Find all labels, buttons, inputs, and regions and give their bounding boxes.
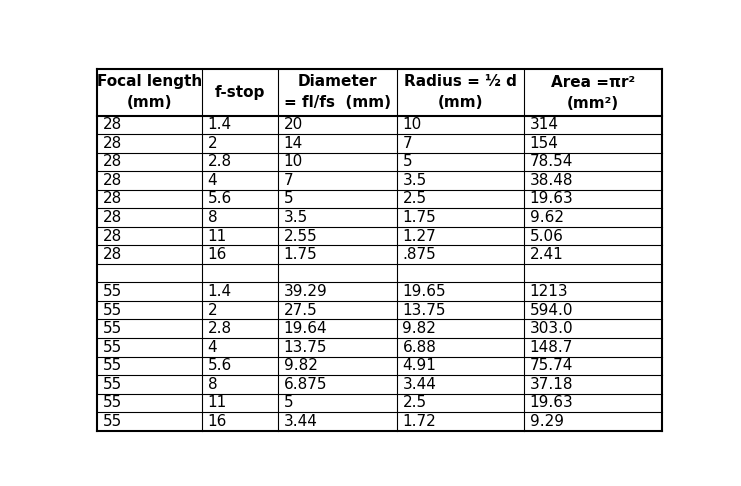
Text: 2.5: 2.5 xyxy=(402,191,427,207)
Text: 5: 5 xyxy=(402,155,412,170)
Text: 28: 28 xyxy=(103,247,122,262)
Text: 14: 14 xyxy=(284,136,303,151)
Text: 11: 11 xyxy=(207,228,227,243)
Text: 8: 8 xyxy=(207,377,217,392)
Text: 8: 8 xyxy=(207,210,217,225)
Text: 5.6: 5.6 xyxy=(207,358,232,373)
Text: 55: 55 xyxy=(103,340,122,355)
Text: 19.65: 19.65 xyxy=(402,284,446,299)
Text: 39.29: 39.29 xyxy=(284,284,328,299)
Text: 19.63: 19.63 xyxy=(530,191,574,207)
Text: 1213: 1213 xyxy=(530,284,568,299)
Text: 55: 55 xyxy=(103,396,122,410)
Text: 3.5: 3.5 xyxy=(402,173,427,188)
Text: 5.06: 5.06 xyxy=(530,228,563,243)
Text: 2.8: 2.8 xyxy=(207,321,232,336)
Text: 55: 55 xyxy=(103,377,122,392)
Text: 2: 2 xyxy=(207,136,217,151)
Text: Radius = ½ d
(mm): Radius = ½ d (mm) xyxy=(404,74,516,110)
Text: 2.41: 2.41 xyxy=(530,247,563,262)
Text: 11: 11 xyxy=(207,396,227,410)
Text: 2.5: 2.5 xyxy=(402,396,427,410)
Text: 1.4: 1.4 xyxy=(207,117,232,132)
Text: 154: 154 xyxy=(530,136,559,151)
Text: 13.75: 13.75 xyxy=(402,303,446,318)
Text: 1.75: 1.75 xyxy=(284,247,318,262)
Text: 9.82: 9.82 xyxy=(402,321,436,336)
Text: (mm²): (mm²) xyxy=(567,96,619,111)
Text: 1.72: 1.72 xyxy=(402,414,436,429)
Text: Area =πr²: Area =πr² xyxy=(551,75,635,90)
Text: 10: 10 xyxy=(284,155,303,170)
Text: f-stop: f-stop xyxy=(215,85,265,100)
Text: 1.4: 1.4 xyxy=(207,284,232,299)
Text: 16: 16 xyxy=(207,414,227,429)
Text: 19.63: 19.63 xyxy=(530,396,574,410)
Text: 6.88: 6.88 xyxy=(402,340,436,355)
Text: 55: 55 xyxy=(103,414,122,429)
Text: 5.6: 5.6 xyxy=(207,191,232,207)
Text: 37.18: 37.18 xyxy=(530,377,573,392)
Text: 75.74: 75.74 xyxy=(530,358,573,373)
Text: 2: 2 xyxy=(207,303,217,318)
Text: 4.91: 4.91 xyxy=(402,358,436,373)
Text: 4: 4 xyxy=(207,340,217,355)
Text: 19.64: 19.64 xyxy=(284,321,328,336)
Text: 4: 4 xyxy=(207,173,217,188)
Text: 16: 16 xyxy=(207,247,227,262)
Text: 303.0: 303.0 xyxy=(530,321,574,336)
Text: 3.5: 3.5 xyxy=(284,210,308,225)
Text: .875: .875 xyxy=(402,247,436,262)
Text: 28: 28 xyxy=(103,191,122,207)
Text: 55: 55 xyxy=(103,321,122,336)
Text: 148.7: 148.7 xyxy=(530,340,573,355)
Text: 28: 28 xyxy=(103,136,122,151)
Text: 55: 55 xyxy=(103,284,122,299)
Text: 314: 314 xyxy=(530,117,559,132)
Text: 27.5: 27.5 xyxy=(284,303,318,318)
Text: 28: 28 xyxy=(103,117,122,132)
Text: 55: 55 xyxy=(103,358,122,373)
Text: 1.27: 1.27 xyxy=(402,228,436,243)
Text: 78.54: 78.54 xyxy=(530,155,573,170)
Text: 5: 5 xyxy=(284,396,293,410)
Text: 2.8: 2.8 xyxy=(207,155,232,170)
Text: 7: 7 xyxy=(402,136,412,151)
Text: 10: 10 xyxy=(402,117,422,132)
Text: 28: 28 xyxy=(103,155,122,170)
Text: 9.82: 9.82 xyxy=(284,358,318,373)
Text: 38.48: 38.48 xyxy=(530,173,573,188)
Text: 9.29: 9.29 xyxy=(530,414,564,429)
Text: 3.44: 3.44 xyxy=(284,414,318,429)
Text: 28: 28 xyxy=(103,173,122,188)
Text: 6.875: 6.875 xyxy=(284,377,328,392)
Text: 3.44: 3.44 xyxy=(402,377,436,392)
Text: 5: 5 xyxy=(284,191,293,207)
Text: 13.75: 13.75 xyxy=(284,340,328,355)
Text: 594.0: 594.0 xyxy=(530,303,573,318)
Text: 1.75: 1.75 xyxy=(402,210,436,225)
Text: Focal length
(mm): Focal length (mm) xyxy=(97,74,202,110)
Text: 2.55: 2.55 xyxy=(284,228,318,243)
Text: 20: 20 xyxy=(284,117,303,132)
Text: 55: 55 xyxy=(103,303,122,318)
Text: 28: 28 xyxy=(103,210,122,225)
Text: 28: 28 xyxy=(103,228,122,243)
Text: Diameter
= fl/fs  (mm): Diameter = fl/fs (mm) xyxy=(284,74,391,110)
Text: 7: 7 xyxy=(284,173,293,188)
Text: 9.62: 9.62 xyxy=(530,210,564,225)
